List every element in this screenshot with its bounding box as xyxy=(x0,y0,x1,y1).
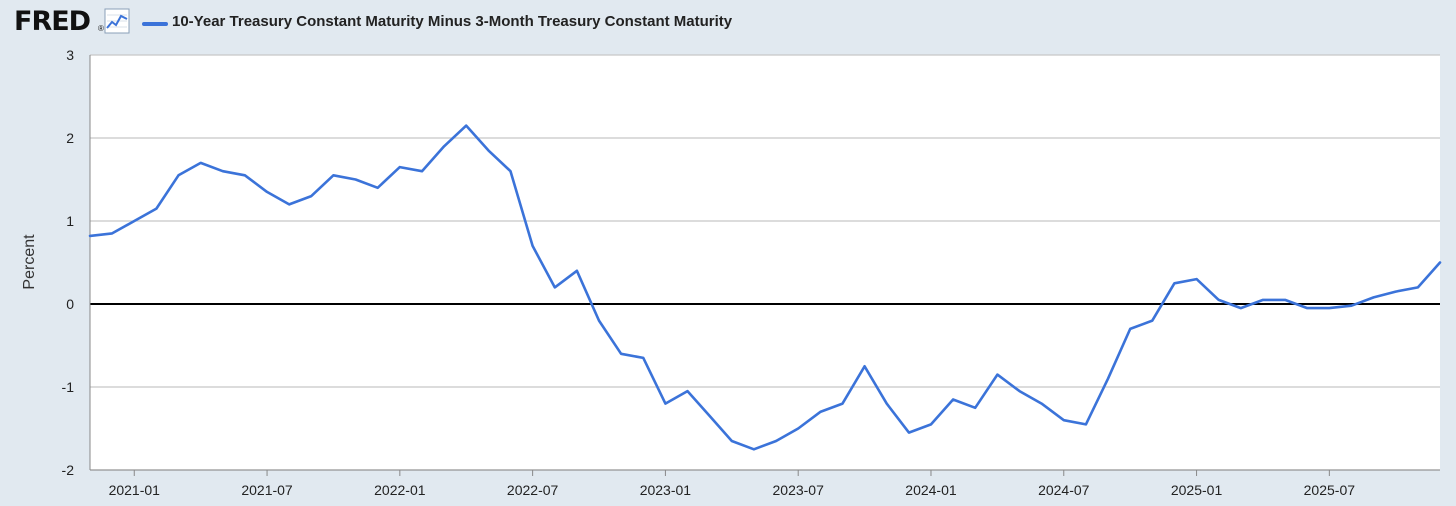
x-tick-label: 2024-07 xyxy=(1038,482,1090,498)
y-tick-label: 0 xyxy=(66,296,74,312)
x-tick-label: 2022-01 xyxy=(374,482,426,498)
x-tick-label: 2025-01 xyxy=(1171,482,1223,498)
y-tick-label: -1 xyxy=(62,379,75,395)
y-tick-label: -2 xyxy=(62,462,75,478)
y-axis-ticks: 3 2 1 0 -1 -2 xyxy=(62,47,75,478)
x-tick-label: 2022-07 xyxy=(507,482,559,498)
plot-area xyxy=(90,55,1440,470)
series-line xyxy=(88,124,1442,451)
legend-swatch xyxy=(142,22,168,26)
y-tick-label: 3 xyxy=(66,47,74,63)
y-tick-label: 2 xyxy=(66,130,74,146)
legend-label: 10-Year Treasury Constant Maturity Minus… xyxy=(172,13,733,30)
y-tick-label: 1 xyxy=(66,213,74,229)
x-tick-label: 2023-01 xyxy=(640,482,692,498)
x-tick-label: 2021-01 xyxy=(109,482,161,498)
gridlines xyxy=(89,54,1440,471)
fred-logo[interactable]: FRED xyxy=(14,6,91,37)
x-tick-label: 2023-07 xyxy=(773,482,825,498)
x-tick-label: 2021-07 xyxy=(241,482,293,498)
x-axis-ticks: 2021-01 2021-07 2022-01 2022-07 2023-01 2023-… xyxy=(109,470,1356,498)
registered-mark: ® xyxy=(98,24,104,33)
x-tick-label: 2025-07 xyxy=(1304,482,1356,498)
line-chart-icon[interactable] xyxy=(104,8,130,34)
chart-header: FRED ® 10-Year Treasury Constant Maturit… xyxy=(0,0,1456,44)
y-axis-title: Percent xyxy=(21,234,38,290)
x-tick-label: 2024-01 xyxy=(905,482,957,498)
